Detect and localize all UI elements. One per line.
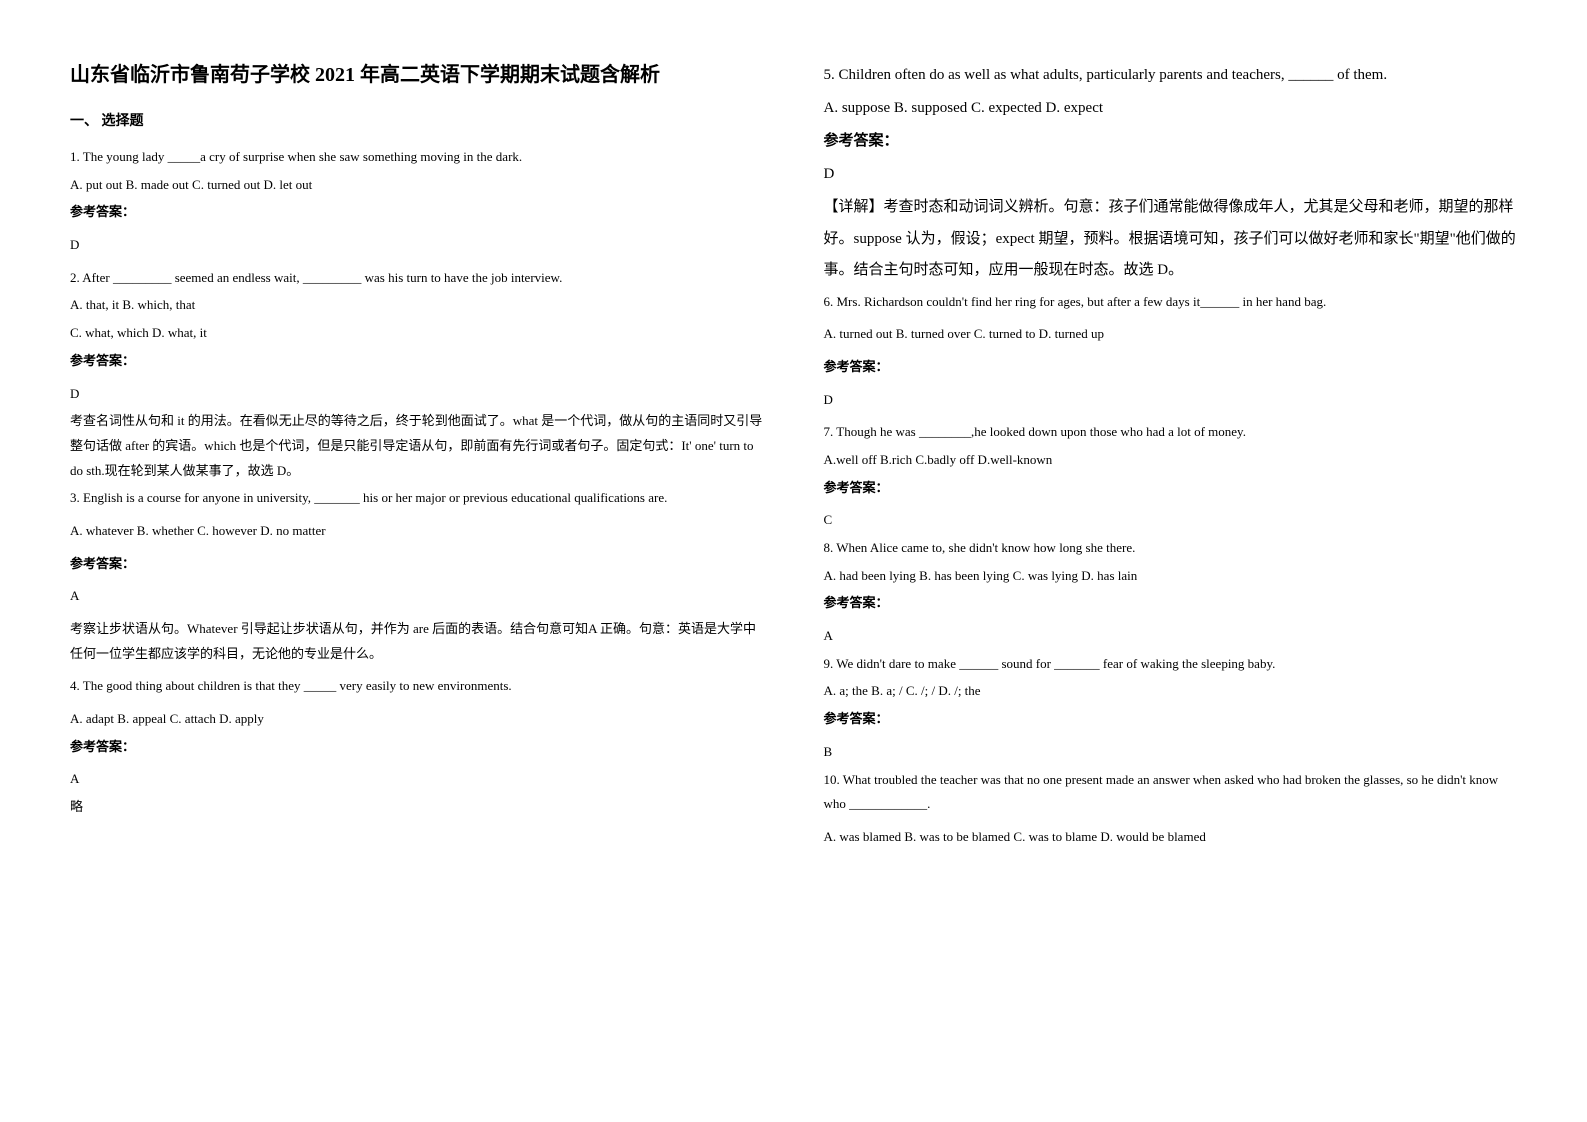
question-1-options: A. put out B. made out C. turned out D. … <box>70 173 764 198</box>
question-2-options-line1: A. that, it B. which, that <box>70 293 764 318</box>
question-5-options: A. suppose B. supposed C. expected D. ex… <box>824 93 1518 123</box>
question-6-answer: D <box>824 388 1518 413</box>
question-9-answer-label: 参考答案： <box>824 707 1518 732</box>
question-1-text: 1. The young lady _____a cry of surprise… <box>70 145 764 170</box>
question-4-answer-label: 参考答案： <box>70 735 764 760</box>
question-1-answer: D <box>70 233 764 258</box>
question-9-answer: B <box>824 740 1518 765</box>
question-7-answer: C <box>824 508 1518 533</box>
question-7-options: A.well off B.rich C.badly off D.well-kno… <box>824 448 1518 473</box>
question-5-answer: D <box>824 159 1518 189</box>
question-6-answer-label: 参考答案： <box>824 355 1518 380</box>
question-4-options: A. adapt B. appeal C. attach D. apply <box>70 707 764 732</box>
question-2-explanation: 考查名词性从句和 it 的用法。在看似无止尽的等待之后，终于轮到他面试了。wha… <box>70 409 764 483</box>
question-3-text: 3. English is a course for anyone in uni… <box>70 486 764 511</box>
question-3-answer: A <box>70 584 764 609</box>
question-8-options: A. had been lying B. has been lying C. w… <box>824 564 1518 589</box>
question-5-explanation: 【详解】考查时态和动词词义辨析。句意：孩子们通常能做得像成年人，尤其是父母和老师… <box>824 192 1518 287</box>
question-2-answer-label: 参考答案： <box>70 349 764 374</box>
document-title: 山东省临沂市鲁南苟子学校 2021 年高二英语下学期期末试题含解析 <box>70 60 764 90</box>
question-2-options-line2: C. what, which D. what, it <box>70 321 764 346</box>
question-3-options: A. whatever B. whether C. however D. no … <box>70 519 764 544</box>
section-header: 一、 选择题 <box>70 110 764 130</box>
question-8-answer-label: 参考答案： <box>824 591 1518 616</box>
question-2-text: 2. After _________ seemed an endless wai… <box>70 266 764 291</box>
question-6-text: 6. Mrs. Richardson couldn't find her rin… <box>824 290 1518 315</box>
question-10-text: 10. What troubled the teacher was that n… <box>824 768 1518 817</box>
question-9-text: 9. We didn't dare to make ______ sound f… <box>824 652 1518 677</box>
question-4-note: 略 <box>70 795 764 820</box>
question-2-answer: D <box>70 382 764 407</box>
question-6-options: A. turned out B. turned over C. turned t… <box>824 322 1518 347</box>
question-7-text: 7. Though he was ________,he looked down… <box>824 420 1518 445</box>
question-1-answer-label: 参考答案： <box>70 200 764 225</box>
question-4-answer: A <box>70 767 764 792</box>
question-3-explanation: 考察让步状语从句。Whatever 引导起让步状语从句，并作为 are 后面的表… <box>70 617 764 666</box>
right-column: 5. Children often do as well as what adu… <box>824 60 1518 853</box>
question-4-text: 4. The good thing about children is that… <box>70 674 764 699</box>
question-5-answer-label: 参考答案： <box>824 126 1518 156</box>
question-3-answer-label: 参考答案： <box>70 552 764 577</box>
question-8-answer: A <box>824 624 1518 649</box>
question-9-options: A. a; the B. a; / C. /; / D. /; the <box>824 679 1518 704</box>
question-8-text: 8. When Alice came to, she didn't know h… <box>824 536 1518 561</box>
question-5-text: 5. Children often do as well as what adu… <box>824 60 1518 90</box>
question-7-answer-label: 参考答案： <box>824 476 1518 501</box>
question-10-options: A. was blamed B. was to be blamed C. was… <box>824 825 1518 850</box>
left-column: 山东省临沂市鲁南苟子学校 2021 年高二英语下学期期末试题含解析 一、 选择题… <box>70 60 764 853</box>
page-container: 山东省临沂市鲁南苟子学校 2021 年高二英语下学期期末试题含解析 一、 选择题… <box>70 60 1517 853</box>
